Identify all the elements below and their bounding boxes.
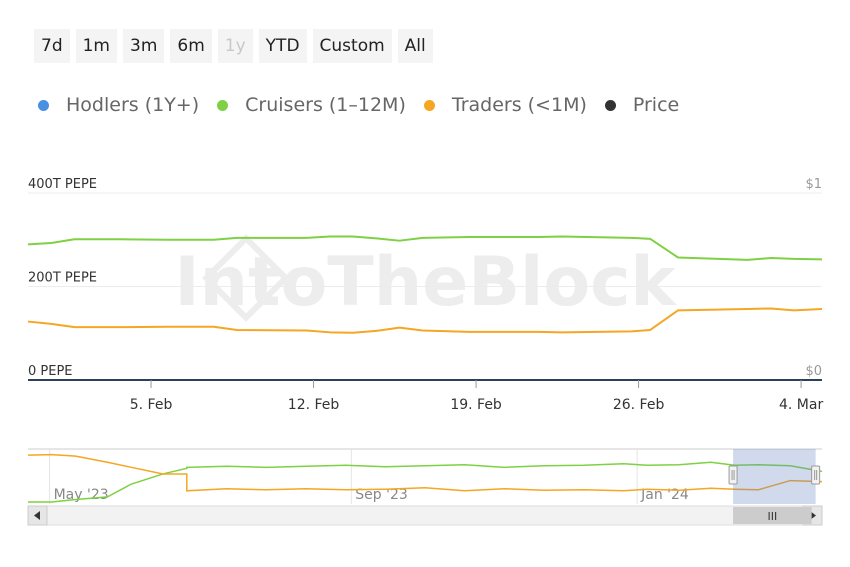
x-tick-label: 26. Feb (613, 397, 665, 413)
legend-item[interactable]: Cruisers (1–12M) (217, 94, 406, 116)
navigator-handle[interactable] (728, 465, 738, 485)
scrollbar-track (27, 505, 823, 526)
navigator-label: Sep '23 (355, 487, 408, 503)
range-button-1m[interactable]: 1m (75, 29, 117, 63)
range-button-3m[interactable]: 3m (123, 29, 165, 63)
legend-item[interactable]: Hodlers (1Y+) (38, 94, 199, 116)
legend-label: Cruisers (1–12M) (245, 94, 406, 116)
series-line (27, 307, 823, 334)
chart-legend: Hodlers (1Y+) Cruisers (1–12M) Traders (<1… (38, 94, 697, 116)
y-tick-label: 200T PEPE (28, 271, 97, 286)
navigator-selection (733, 449, 816, 504)
scroll-right-button[interactable] (802, 505, 823, 526)
range-button-ytd[interactable]: YTD (258, 29, 307, 63)
x-tick-label: 12. Feb (288, 397, 340, 413)
scrollbar-thumb-grip: III (767, 510, 777, 523)
range-button-all[interactable]: All (397, 29, 433, 63)
navigator-label: May '23 (54, 487, 109, 503)
y-tick-label: 0 PEPE (28, 364, 73, 379)
range-button-7d[interactable]: 7d (34, 29, 70, 63)
legend-label: Price (632, 94, 680, 116)
legend-item[interactable]: Price (604, 94, 680, 116)
scrollbar-thumb[interactable] (733, 507, 812, 524)
x-tick-label: 5. Feb (130, 397, 173, 413)
x-tick-label: 19. Feb (450, 397, 502, 413)
legend-label: Hodlers (1Y+) (66, 94, 200, 116)
watermark-text: IntoTheBlock (174, 243, 677, 322)
x-tick-label: 4. Mar (779, 397, 823, 413)
range-button-6m[interactable]: 6m (170, 29, 212, 63)
arrow-left-icon (34, 511, 40, 520)
legend-item[interactable]: Traders (<1M) (423, 94, 587, 116)
navigator-handle[interactable] (811, 465, 821, 485)
range-selector: 7d 1m 3m 6m 1y YTD Custom All (34, 29, 433, 63)
legend-dot-icon (604, 99, 616, 111)
y-right-tick-label: $1 (805, 177, 822, 192)
y-tick-label: 400T PEPE (28, 177, 97, 192)
legend-dot-icon (423, 99, 435, 111)
scroll-left-button[interactable] (27, 505, 48, 526)
legend-dot-icon (217, 99, 229, 111)
navigator-series-line (27, 453, 823, 492)
navigator-series-line (28, 461, 823, 503)
navigator-label: Jan '24 (640, 487, 689, 503)
y-right-tick-label: $0 (805, 364, 822, 379)
legend-label: Traders (<1M) (451, 94, 587, 116)
legend-dot-icon (38, 99, 49, 111)
range-button-1y[interactable]: 1y (217, 29, 253, 63)
watermark-logo-icon (202, 234, 290, 322)
arrow-right-icon (810, 511, 816, 520)
range-button-custom[interactable]: Custom (312, 29, 392, 63)
series-line (27, 235, 823, 261)
